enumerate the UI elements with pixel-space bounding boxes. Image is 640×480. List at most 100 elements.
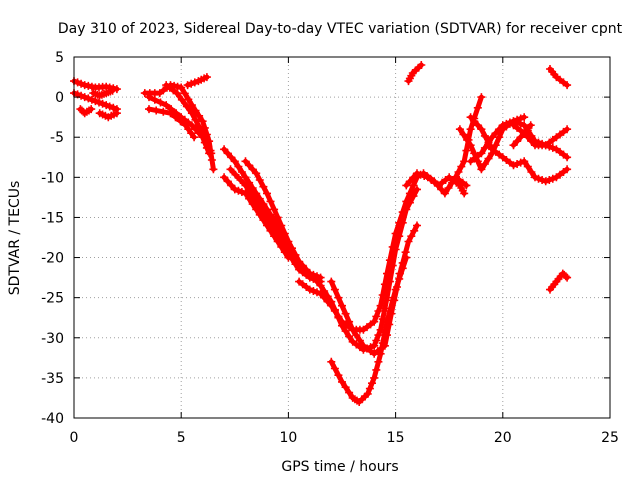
data-point — [466, 125, 475, 134]
data-point — [545, 176, 554, 184]
data-point — [402, 181, 411, 190]
data-point — [541, 177, 550, 186]
data-point — [255, 176, 264, 184]
data-point — [372, 336, 381, 345]
data-point — [309, 287, 318, 295]
data-point — [237, 168, 246, 176]
data-point — [195, 122, 204, 131]
data-point — [280, 229, 289, 238]
data-point — [150, 95, 159, 104]
data-point — [252, 205, 261, 214]
data-point — [195, 111, 204, 120]
data-point — [159, 107, 168, 116]
data-point — [295, 257, 304, 266]
data-point — [259, 182, 268, 191]
y-tick-label: -5 — [50, 130, 64, 146]
data-point — [378, 339, 387, 348]
data-point — [209, 165, 218, 174]
data-point — [477, 93, 486, 102]
data-point — [162, 101, 171, 110]
series-line — [328, 255, 409, 405]
series-track-j — [295, 173, 421, 334]
data-point — [270, 232, 279, 241]
data-point — [288, 244, 296, 253]
data-point — [252, 169, 261, 178]
data-point — [491, 129, 500, 138]
data-point — [363, 389, 372, 398]
data-point — [334, 293, 343, 302]
data-point — [263, 221, 271, 230]
x-axis-title: GPS time / hours — [281, 459, 398, 475]
data-point — [198, 117, 207, 126]
data-point — [516, 133, 525, 142]
data-point — [388, 296, 397, 305]
data-point — [273, 213, 282, 222]
x-tick-label: 25 — [601, 430, 619, 446]
data-point — [109, 103, 118, 112]
data-point — [516, 158, 525, 167]
data-point — [477, 165, 486, 174]
data-point — [534, 174, 543, 183]
data-point — [108, 86, 117, 95]
data-point — [355, 336, 364, 345]
data-point — [462, 181, 471, 190]
data-point — [270, 205, 279, 214]
data-point — [172, 89, 181, 98]
data-point — [495, 125, 504, 134]
data-point — [234, 162, 243, 171]
series-track-early-b — [70, 89, 121, 114]
data-point — [237, 188, 246, 196]
data-point — [191, 115, 200, 124]
data-point — [80, 93, 89, 102]
data-point — [313, 277, 321, 286]
data-point — [417, 61, 426, 69]
data-point — [190, 78, 199, 87]
data-point — [309, 273, 318, 282]
data-point — [226, 165, 235, 174]
data-point — [409, 181, 418, 190]
data-point — [112, 109, 121, 118]
data-point — [383, 317, 391, 326]
data-point — [98, 99, 107, 108]
data-point — [320, 287, 329, 295]
data-point — [207, 156, 216, 164]
data-point — [305, 269, 314, 278]
data-point — [234, 186, 243, 195]
data-point — [177, 95, 186, 104]
data-point — [152, 106, 161, 115]
data-point — [227, 153, 236, 162]
data-point — [372, 312, 381, 321]
data-point — [488, 133, 497, 142]
data-point — [462, 146, 471, 155]
data-point — [484, 154, 493, 163]
data-point — [480, 160, 489, 168]
data-point — [166, 109, 175, 118]
data-point — [523, 162, 532, 171]
data-point — [520, 113, 529, 122]
data-point — [220, 173, 229, 182]
data-point — [345, 317, 354, 326]
data-point — [330, 364, 339, 373]
data-point — [291, 250, 300, 259]
data-point — [327, 277, 336, 286]
data-point — [563, 165, 572, 174]
data-point — [405, 198, 414, 207]
data-point — [198, 129, 207, 138]
series-track-early-c — [76, 105, 96, 118]
series-track-x — [546, 269, 572, 294]
data-point — [368, 379, 376, 388]
data-point — [527, 137, 536, 146]
series-track-c — [162, 81, 216, 158]
data-point — [223, 149, 232, 158]
data-point — [413, 185, 421, 194]
x-tick-label: 5 — [177, 430, 186, 446]
x-tick-label: 15 — [387, 430, 405, 446]
data-point — [430, 177, 439, 186]
series-track-i — [241, 157, 314, 278]
data-point — [180, 89, 189, 98]
data-point — [391, 285, 400, 294]
data-point — [459, 130, 468, 139]
data-point — [187, 79, 196, 88]
series-track-early-a — [70, 77, 121, 94]
data-point — [509, 161, 518, 170]
